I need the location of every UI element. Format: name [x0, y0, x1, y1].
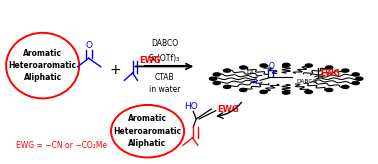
Text: HO: HO: [184, 102, 198, 111]
Circle shape: [240, 88, 247, 92]
Circle shape: [325, 88, 333, 92]
Circle shape: [223, 85, 231, 88]
Text: LA: LA: [247, 70, 254, 75]
Text: +: +: [110, 63, 121, 77]
Text: R: R: [253, 79, 258, 85]
Text: DABCO: DABCO: [296, 79, 317, 84]
Text: EWG: EWG: [139, 56, 161, 65]
Circle shape: [283, 63, 290, 66]
Text: EWG: EWG: [217, 105, 239, 114]
Circle shape: [283, 91, 290, 94]
Circle shape: [260, 90, 267, 93]
Circle shape: [352, 82, 359, 85]
Text: EWG = −CN or −CO₂Me: EWG = −CN or −CO₂Me: [16, 141, 107, 150]
Circle shape: [213, 82, 220, 85]
Ellipse shape: [6, 33, 79, 98]
Circle shape: [325, 66, 333, 69]
Text: CTAB: CTAB: [155, 73, 174, 82]
Ellipse shape: [111, 105, 184, 157]
Text: Sc(OTf)₃: Sc(OTf)₃: [149, 54, 180, 63]
Text: in water: in water: [149, 85, 180, 94]
Circle shape: [342, 85, 349, 88]
Circle shape: [352, 73, 359, 76]
Text: O: O: [268, 62, 274, 71]
Circle shape: [260, 64, 267, 67]
Circle shape: [305, 90, 312, 93]
Circle shape: [223, 69, 231, 72]
Circle shape: [213, 73, 220, 76]
Text: Heteroaromatic: Heteroaromatic: [113, 127, 181, 136]
Text: O: O: [85, 41, 93, 50]
Circle shape: [342, 69, 349, 72]
Circle shape: [209, 77, 217, 80]
Circle shape: [240, 66, 247, 69]
Circle shape: [356, 77, 363, 80]
Text: Heteroaromatic: Heteroaromatic: [9, 61, 77, 70]
Circle shape: [305, 64, 312, 67]
Text: Aromatic: Aromatic: [23, 49, 62, 58]
Text: DABCO: DABCO: [151, 39, 178, 48]
Text: EWG: EWG: [320, 69, 340, 78]
Text: Aliphatic: Aliphatic: [129, 139, 167, 148]
Text: Aliphatic: Aliphatic: [23, 73, 62, 82]
Text: Aromatic: Aromatic: [128, 114, 167, 123]
